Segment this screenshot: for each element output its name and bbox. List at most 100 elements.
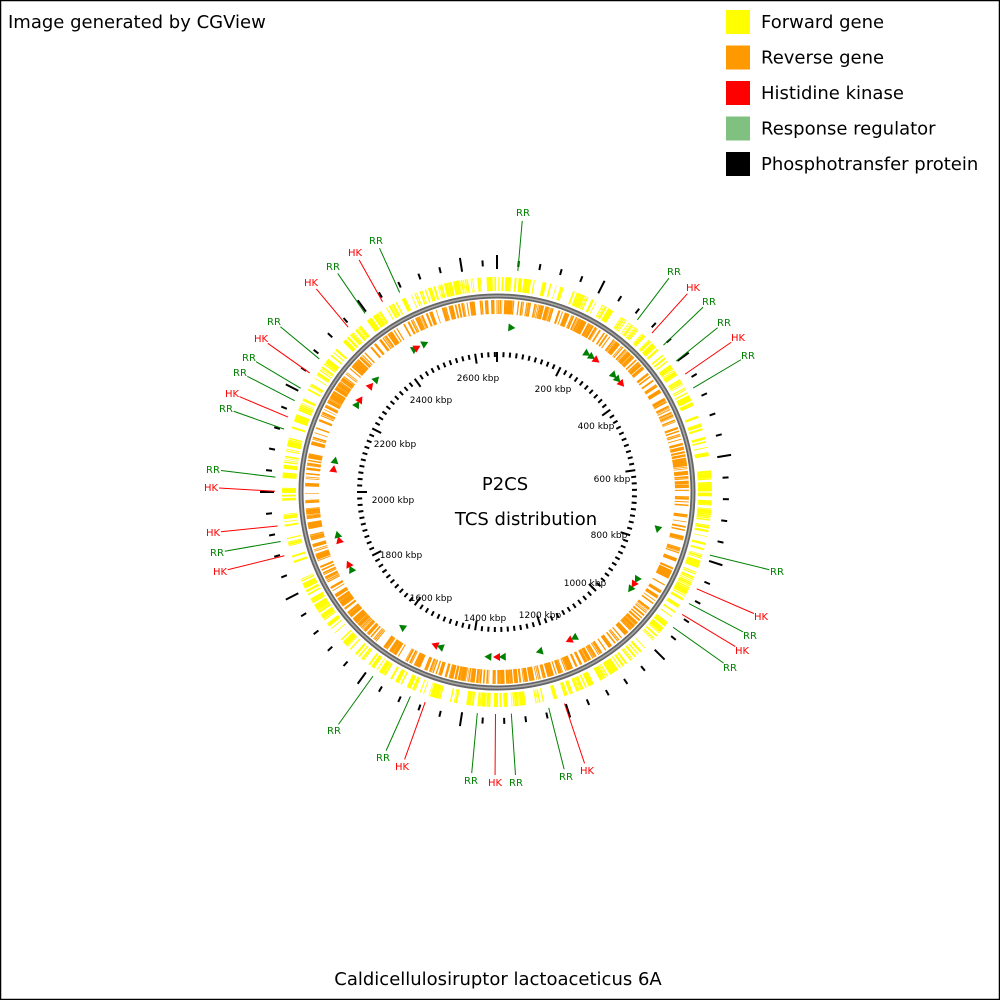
reverse-gene	[337, 383, 351, 394]
forward-gene	[697, 478, 712, 481]
ruler-tick	[623, 443, 630, 448]
forward-gene	[460, 279, 465, 294]
reverse-gene	[548, 661, 555, 676]
feature-label: HK	[213, 567, 228, 578]
outer-tick	[653, 648, 666, 661]
reverse-gene	[667, 543, 681, 549]
forward-gene	[533, 689, 537, 704]
forward-gene	[614, 653, 625, 667]
reverse-gene	[405, 648, 413, 661]
reverse-gene	[607, 341, 618, 354]
reverse-gene	[511, 300, 515, 315]
forward-gene	[295, 414, 310, 421]
feature-label: RR	[242, 353, 256, 364]
reverse-gene	[565, 655, 574, 670]
reverse-gene	[332, 390, 346, 400]
ruler-tick	[366, 540, 372, 545]
forward-gene	[666, 599, 679, 609]
ruler-tick	[626, 526, 633, 530]
tcs-marker	[591, 355, 600, 363]
forward-gene	[320, 606, 333, 616]
leader-line	[404, 701, 426, 760]
forward-gene	[556, 286, 563, 301]
reverse-gene	[673, 468, 688, 471]
forward-gene	[286, 448, 301, 453]
reverse-gene	[673, 466, 688, 470]
reverse-gene	[388, 332, 399, 345]
forward-gene	[576, 294, 584, 309]
forward-gene	[373, 656, 383, 669]
forward-gene	[546, 283, 552, 298]
ruler-tick	[408, 382, 414, 388]
ruler-label: 600 kbp	[594, 475, 631, 485]
ruler-label: 1200 kbp	[519, 611, 562, 621]
reverse-gene	[379, 338, 390, 352]
forward-gene	[536, 688, 541, 703]
ruler-label: 400 kbp	[578, 422, 615, 432]
reverse-gene	[357, 614, 369, 625]
forward-gene	[678, 576, 693, 584]
ruler-label: 800 kbp	[591, 531, 628, 541]
ruler-tick	[358, 510, 364, 513]
ruler-label: 2600 kbp	[457, 374, 500, 384]
reverse-gene	[593, 640, 603, 654]
forward-gene	[694, 451, 709, 457]
forward-gene	[658, 364, 672, 375]
feature-label: HK	[348, 248, 363, 259]
reverse-gene	[601, 336, 611, 349]
circular-map: 2600 kbp 200 kbp 400 kbp 600 kbp 800 kbp 1000…	[204, 208, 784, 789]
forward-gene	[307, 587, 321, 596]
forward-gene	[424, 289, 431, 303]
reverse-gene	[387, 333, 398, 346]
ruler-tick	[549, 615, 554, 621]
reverse-gene	[394, 642, 404, 656]
reverse-gene	[332, 392, 345, 401]
reverse-gene	[467, 667, 472, 682]
reverse-gene	[598, 334, 608, 347]
reverse-gene	[666, 544, 681, 551]
reverse-gene	[413, 652, 421, 666]
forward-gene	[639, 340, 652, 352]
reverse-gene	[575, 319, 584, 334]
reverse-gene	[321, 563, 335, 571]
reverse-gene	[310, 535, 325, 541]
ruler-tick	[419, 374, 424, 380]
reverse-gene	[449, 664, 456, 679]
forward-gene	[534, 689, 539, 704]
tcs-marker	[412, 345, 421, 353]
forward-gene	[320, 368, 333, 377]
forward-gene	[666, 597, 680, 607]
reverse-gene	[347, 603, 360, 614]
reverse-gene	[666, 546, 680, 552]
forward-gene	[626, 327, 638, 340]
outer-tick	[617, 295, 623, 302]
forward-gene	[395, 668, 404, 683]
forward-gene	[676, 580, 690, 589]
forward-gene	[611, 656, 621, 669]
outer-tick	[579, 275, 584, 283]
legend-label: Forward gene	[761, 12, 884, 33]
ruler-label: 2200 kbp	[374, 440, 417, 450]
outer-tick	[313, 349, 320, 355]
reverse-gene	[306, 462, 322, 467]
forward-gene	[390, 304, 399, 318]
forward-gene	[589, 301, 597, 314]
forward-gene	[315, 599, 328, 609]
feature-label: HK	[488, 778, 503, 789]
forward-gene	[379, 311, 389, 324]
forward-gene	[660, 608, 673, 618]
reverse-gene	[674, 472, 689, 477]
legend-swatch	[726, 116, 750, 141]
legend-label: Phosphotransfer protein	[761, 154, 978, 175]
outer-tick	[342, 660, 349, 667]
forward-gene	[550, 685, 556, 700]
forward-gene	[438, 284, 444, 299]
forward-gene	[284, 522, 299, 527]
reverse-gene	[557, 659, 564, 673]
outer-tick	[694, 600, 701, 605]
reverse-gene	[535, 304, 539, 319]
ruler-tick	[512, 625, 516, 632]
forward-gene	[288, 439, 303, 445]
ruler-tick	[381, 568, 388, 574]
forward-gene	[294, 417, 309, 425]
